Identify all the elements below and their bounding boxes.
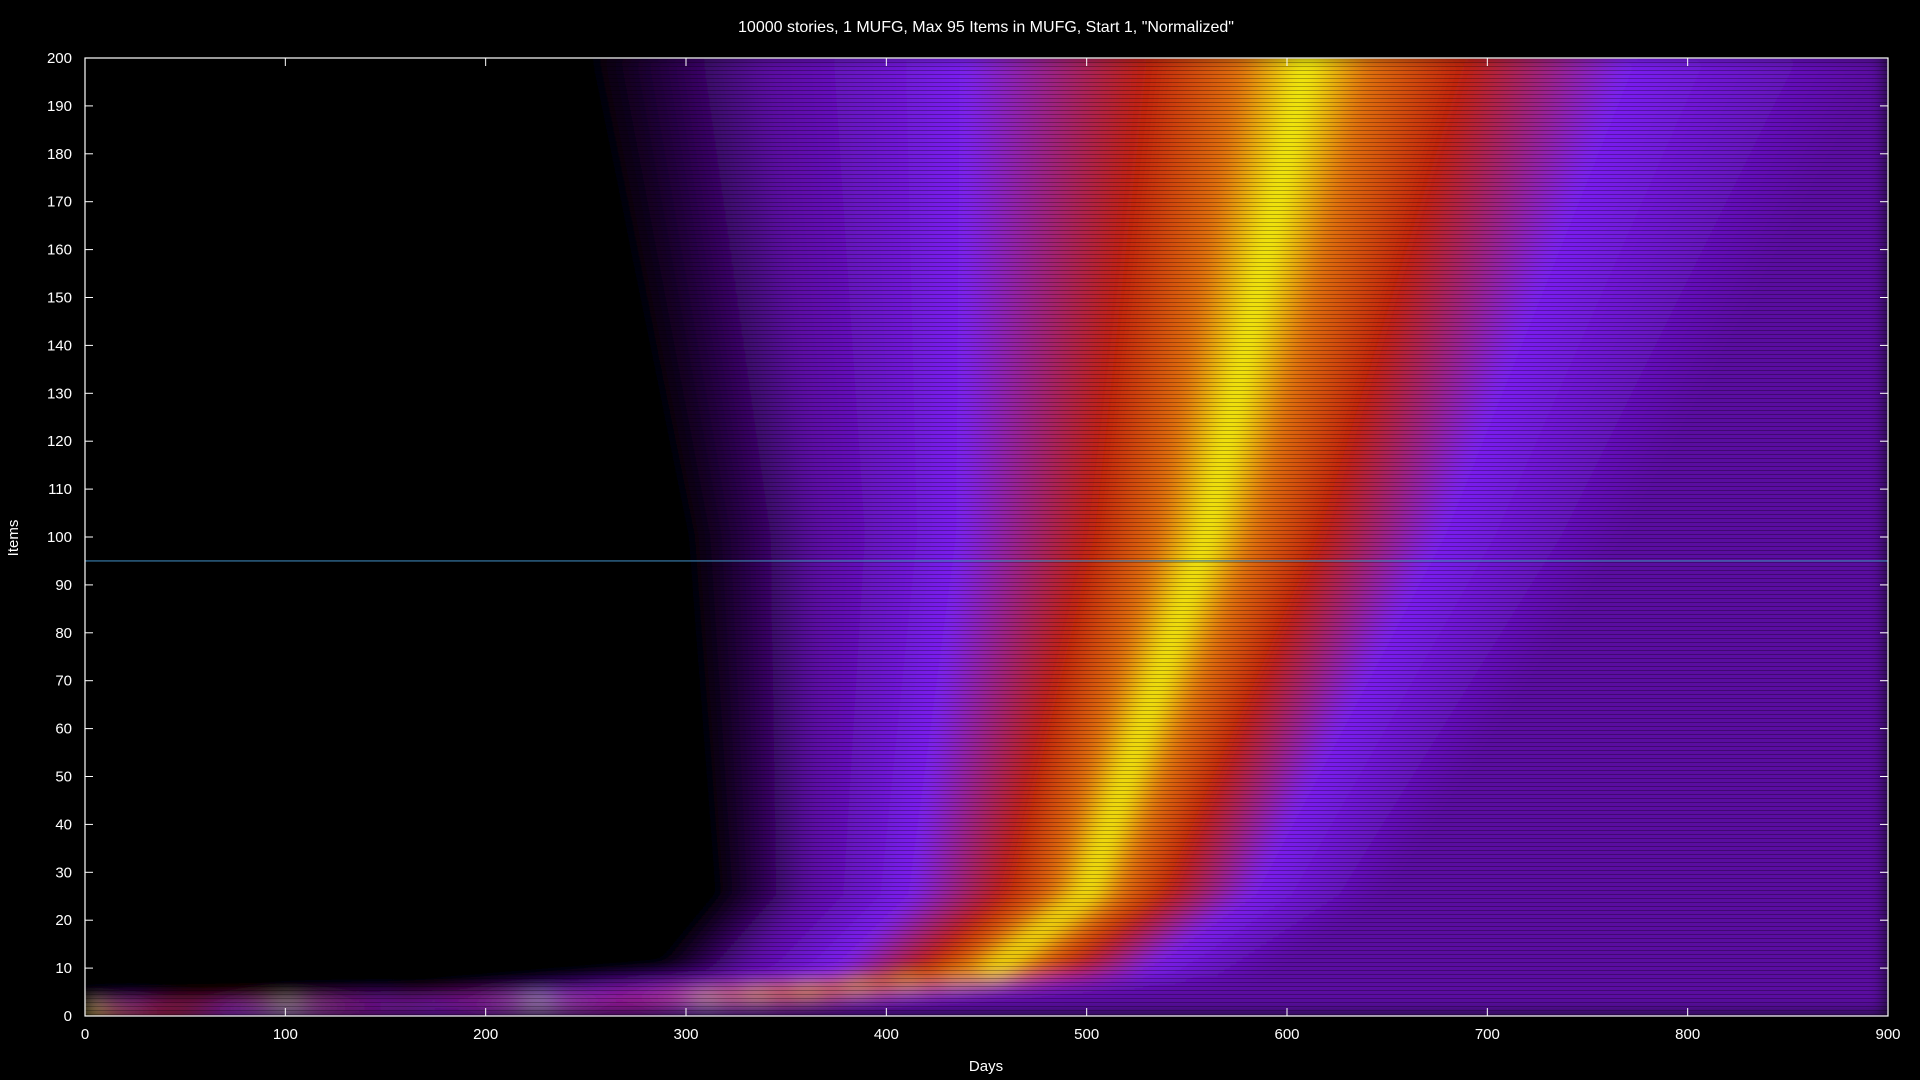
x-tick-label: 0: [81, 1026, 89, 1043]
chart-title: 10000 stories, 1 MUFG, Max 95 Items in M…: [738, 19, 1234, 36]
x-tick-label: 600: [1274, 1026, 1299, 1043]
x-tick-label: 400: [874, 1026, 899, 1043]
y-tick-label: 90: [55, 577, 72, 594]
y-tick-label: 200: [47, 50, 72, 67]
axis-ticks: 0 100 200 300 400 500 600 700 800 900 0 10 20 30 40 50 6…: [47, 50, 1901, 1043]
x-tick-label: 300: [673, 1026, 698, 1043]
y-tick-label: 170: [47, 194, 72, 211]
y-tick-label: 10: [55, 960, 72, 977]
y-tick-label: 60: [55, 721, 72, 738]
y-tick-label: 150: [47, 290, 72, 307]
y-tick-label: 30: [55, 864, 72, 881]
x-tick-label: 700: [1475, 1026, 1500, 1043]
y-tick-label: 110: [48, 481, 72, 498]
x-tick-label: 500: [1074, 1026, 1099, 1043]
y-tick-label: 180: [47, 146, 72, 163]
y-tick-label: 100: [47, 529, 72, 546]
y-tick-label: 0: [64, 1008, 72, 1025]
y-tick-label: 140: [47, 337, 72, 354]
y-axis-label: Items: [5, 520, 22, 557]
x-tick-label: 200: [473, 1026, 498, 1043]
heatmap-area: [85, 58, 1888, 1016]
y-tick-label: 190: [47, 98, 72, 115]
y-tick-label: 40: [55, 816, 72, 833]
y-tick-label: 20: [55, 912, 72, 929]
x-axis-label: Days: [969, 1058, 1003, 1075]
y-tick-label: 160: [47, 242, 72, 259]
y-tick-label: 130: [47, 385, 72, 402]
y-tick-label: 120: [47, 433, 72, 450]
y-tick-label: 80: [55, 625, 72, 642]
x-tick-label: 100: [273, 1026, 298, 1043]
x-tick-label: 800: [1675, 1026, 1700, 1043]
x-tick-label: 900: [1875, 1026, 1900, 1043]
y-tick-label: 50: [55, 769, 72, 786]
y-tick-label: 70: [55, 673, 72, 690]
